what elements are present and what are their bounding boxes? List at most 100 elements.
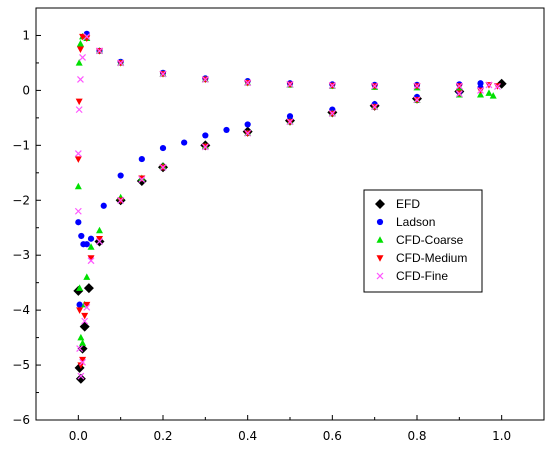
y-tick-label: −4 <box>12 303 30 317</box>
ladson-point <box>286 113 294 120</box>
cfd-fine-point <box>79 358 86 366</box>
cfd-fine-point-stroke-b <box>138 175 146 183</box>
cfd-fine-point <box>96 47 103 55</box>
cfd-medium-point <box>87 255 95 262</box>
cfd-fine-point-stroke-b <box>485 81 493 89</box>
cfd-fine-point <box>117 59 125 67</box>
cfd-fine-point-stroke-b <box>201 75 209 83</box>
y-tick-label: −5 <box>12 358 30 372</box>
cfd-coarse-point <box>83 273 91 280</box>
cfd-fine-point-stroke-b <box>159 163 167 171</box>
cfd-fine-point-stroke-b <box>371 82 379 90</box>
ladson-point <box>181 139 188 146</box>
cfd-fine-point <box>413 82 421 90</box>
cfd-fine-point-stroke-b <box>74 150 82 157</box>
cfd-medium-point <box>96 235 103 243</box>
cfd-fine-point <box>455 82 463 90</box>
x-tick-label: 0.6 <box>323 429 342 443</box>
cfd-fine-point-stroke-b <box>77 372 85 380</box>
cfd-fine-point-stroke-b <box>286 80 294 88</box>
cfd-medium-point <box>77 362 85 369</box>
cfd-coarse-point <box>79 339 87 346</box>
y-tick-label: −6 <box>12 413 30 427</box>
cfd-fine-point <box>138 175 146 183</box>
cfd-fine-point-stroke-b <box>244 79 252 87</box>
ladson-point <box>76 301 83 308</box>
efd-point <box>75 373 86 384</box>
cfd-fine-point-stroke-b <box>75 106 83 114</box>
cfd-coarse-point <box>489 92 497 99</box>
legend-marker-cfd-fine <box>376 272 384 280</box>
legend-marker-efd <box>375 199 385 209</box>
cfd-coarse-point <box>87 243 95 250</box>
cfd-fine-point <box>328 82 336 89</box>
cfd-fine-point <box>286 80 294 88</box>
ladson-point <box>75 219 82 226</box>
ladson-point <box>78 232 85 240</box>
cfd-fine-point-stroke-b <box>413 96 421 104</box>
cfd-fine-point-stroke-b <box>286 118 294 126</box>
series-cfd-coarse <box>74 32 497 346</box>
cfd-fine-point <box>159 70 167 78</box>
efd-point <box>83 283 94 294</box>
cfd-fine-point <box>244 129 252 137</box>
x-tick-label: 1.0 <box>492 429 511 443</box>
cfd-fine-point-stroke-b <box>159 70 167 78</box>
ladson-point <box>244 121 251 128</box>
cfd-fine-point <box>159 163 167 171</box>
legend-label-cfd-coarse: CFD-Coarse <box>396 233 464 247</box>
ladson-point <box>159 144 167 152</box>
cfd-fine-point-stroke-b <box>477 86 484 94</box>
cfd-fine-point <box>96 238 103 245</box>
cfd-fine-point-stroke-b <box>76 345 84 353</box>
cfd-fine-point <box>74 150 82 157</box>
cfd-medium-point <box>83 301 91 309</box>
legend-label-cfd-medium: CFD-Medium <box>396 251 467 265</box>
legend-marker-cfd-fine-stroke-b <box>376 272 384 280</box>
axes-layer: 0.0 0.2 0.4 0.6 0.8 1.0 −6 −5 −4 −3 −2 −1 0 1 <box>12 7 545 443</box>
cfd-fine-point <box>79 54 86 61</box>
legend-label-efd: EFD <box>396 197 420 211</box>
cfd-fine-point-stroke-b <box>455 90 463 98</box>
cfd-fine-point-stroke-b <box>371 103 379 111</box>
cfd-fine-point-stroke-b <box>117 59 125 67</box>
legend-marker-cfd-medium <box>376 255 384 262</box>
cfd-fine-point <box>81 317 89 325</box>
cfd-fine-point <box>74 207 82 215</box>
cfd-medium-point <box>79 356 87 364</box>
cfd-coarse-point <box>96 226 103 234</box>
y-tick-label: −2 <box>12 193 30 207</box>
cfd-coarse-point <box>77 333 85 341</box>
cfd-fine-point-stroke-b <box>83 33 91 40</box>
cfd-fine-point <box>75 106 83 114</box>
cfd-fine-point <box>117 196 125 204</box>
efd-point <box>77 343 88 354</box>
cfd-fine-point-stroke-b <box>201 143 209 151</box>
legend: EFD Ladson CFD-Coarse CFD-Medium CFD-Fine <box>363 189 483 293</box>
ladson-point <box>223 126 230 134</box>
cfd-fine-point-stroke-b <box>117 196 125 204</box>
ladson-point <box>100 202 107 209</box>
y-tick-label: 1 <box>22 28 30 42</box>
cfd-fine-point-stroke-b <box>413 82 421 90</box>
cfd-fine-point <box>485 81 493 89</box>
y-tick-label: 0 <box>22 83 30 97</box>
cfd-coarse-point <box>477 91 484 98</box>
y-tick-label: −3 <box>12 248 30 262</box>
x-tick-label: 0.4 <box>238 429 257 443</box>
efd-point <box>79 321 90 332</box>
cfd-coarse-point <box>75 59 83 66</box>
cfd-fine-point-stroke-b <box>455 82 463 90</box>
cfd-fine-point <box>201 75 209 83</box>
cfd-medium-point <box>75 98 83 106</box>
ladson-point <box>477 80 484 87</box>
cfd-fine-point <box>455 90 463 98</box>
cfd-fine-point <box>77 372 85 380</box>
cfd-medium-point <box>81 312 89 320</box>
ladson-point <box>83 241 90 248</box>
cfd-fine-point-stroke-b <box>96 238 103 245</box>
cfd-fine-point <box>244 79 252 87</box>
cfd-fine-point-stroke-b <box>244 129 252 137</box>
ladson-point <box>202 132 209 139</box>
cfd-fine-point-stroke-b <box>79 54 86 61</box>
